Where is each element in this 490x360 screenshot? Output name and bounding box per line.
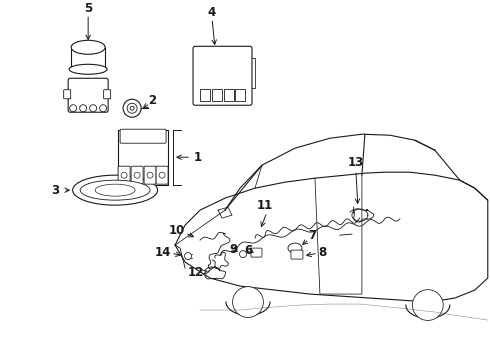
Ellipse shape — [73, 175, 158, 205]
Text: 11: 11 — [257, 199, 273, 212]
Ellipse shape — [288, 243, 302, 253]
Text: 7: 7 — [308, 229, 316, 242]
Text: 1: 1 — [194, 151, 202, 164]
Circle shape — [99, 105, 107, 112]
Text: 12: 12 — [188, 266, 204, 279]
FancyBboxPatch shape — [120, 129, 166, 143]
FancyBboxPatch shape — [291, 250, 303, 259]
Circle shape — [134, 172, 140, 178]
Ellipse shape — [95, 184, 135, 196]
Circle shape — [70, 105, 76, 112]
FancyBboxPatch shape — [64, 90, 71, 99]
Text: 5: 5 — [84, 2, 92, 15]
FancyBboxPatch shape — [103, 90, 111, 99]
FancyBboxPatch shape — [251, 248, 262, 257]
Circle shape — [159, 172, 165, 178]
FancyBboxPatch shape — [224, 89, 234, 101]
Circle shape — [240, 251, 246, 258]
Circle shape — [121, 172, 127, 178]
Text: 6: 6 — [244, 244, 252, 257]
Circle shape — [185, 253, 192, 260]
FancyBboxPatch shape — [193, 46, 252, 105]
Text: 14: 14 — [155, 246, 172, 258]
Text: 9: 9 — [229, 243, 237, 256]
Circle shape — [123, 99, 141, 117]
Text: 4: 4 — [208, 6, 216, 19]
Ellipse shape — [80, 180, 150, 200]
FancyBboxPatch shape — [131, 166, 143, 184]
Text: 3: 3 — [51, 184, 59, 197]
Circle shape — [80, 105, 87, 112]
FancyBboxPatch shape — [68, 78, 108, 112]
Ellipse shape — [71, 40, 105, 54]
Circle shape — [233, 287, 264, 318]
Circle shape — [90, 105, 97, 112]
FancyBboxPatch shape — [200, 89, 210, 101]
FancyBboxPatch shape — [156, 166, 168, 184]
FancyBboxPatch shape — [118, 166, 130, 184]
Circle shape — [127, 103, 137, 113]
Polygon shape — [71, 47, 105, 67]
Text: 13: 13 — [348, 156, 364, 169]
Text: 8: 8 — [318, 246, 326, 258]
FancyBboxPatch shape — [144, 166, 156, 184]
FancyBboxPatch shape — [235, 89, 245, 101]
Circle shape — [413, 290, 443, 320]
Circle shape — [130, 106, 134, 110]
FancyBboxPatch shape — [118, 130, 168, 185]
FancyBboxPatch shape — [212, 89, 222, 101]
Ellipse shape — [69, 64, 107, 74]
Text: 10: 10 — [169, 224, 185, 237]
Circle shape — [147, 172, 153, 178]
Text: 2: 2 — [148, 94, 156, 107]
